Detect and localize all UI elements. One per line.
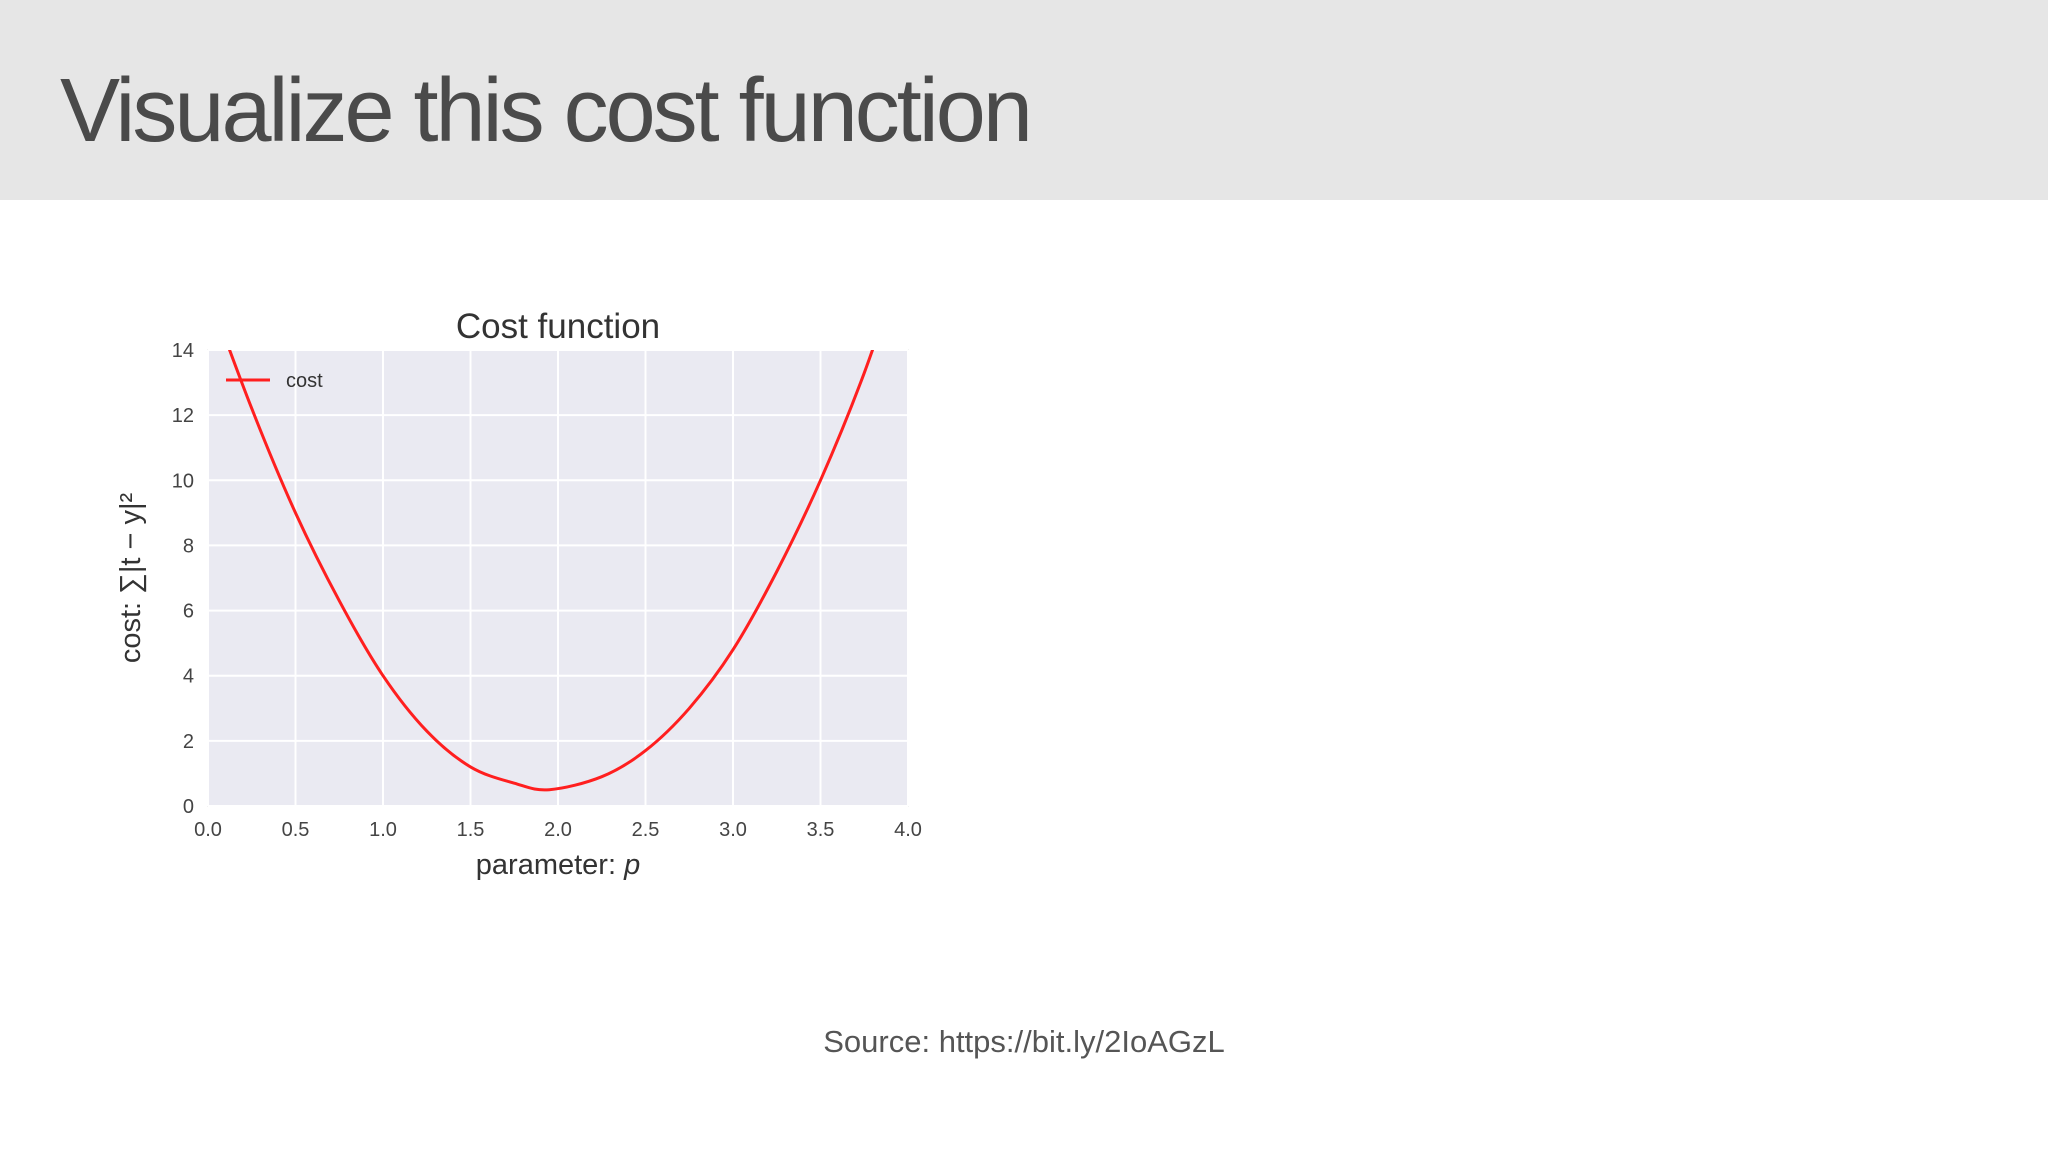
x-tick-label: 1.5 <box>457 819 485 841</box>
legend: cost <box>226 370 323 392</box>
x-tick-label: 1.0 <box>369 819 397 841</box>
y-tick-label: 8 <box>183 535 194 557</box>
y-tick-label: 6 <box>183 601 194 623</box>
legend-label: cost <box>286 370 323 392</box>
cost-series-line <box>227 350 875 792</box>
x-tick-label: 2.5 <box>632 819 660 841</box>
x-tick-label: 4.0 <box>894 819 922 841</box>
y-tick-label: 2 <box>183 731 194 753</box>
x-tick-label: 3.0 <box>719 819 747 841</box>
y-axis-label: cost: ∑|t − y|² <box>115 493 147 664</box>
title-bar: Visualize this cost function <box>0 0 2048 200</box>
x-tick-label: 0.5 <box>282 819 310 841</box>
y-tick-label: 0 <box>183 796 194 818</box>
chart-svg: 0.0 0.5 1.0 1.5 2.0 2.5 3.0 3.5 4.0 0 2 4 6 8 10 12 14 C… <box>115 307 922 881</box>
series-layer <box>227 350 875 792</box>
x-axis-label-text: parameter: <box>476 849 624 881</box>
source-prefix: Source: <box>823 1024 939 1059</box>
source-link[interactable]: https://bit.ly/2IoAGzL <box>938 1024 1225 1059</box>
x-axis-label-var: p <box>623 849 640 881</box>
x-tick-label: 3.5 <box>807 819 835 841</box>
source-note: Source: https://bit.ly/2IoAGzL <box>0 1024 2048 1060</box>
x-tick-label: 2.0 <box>544 819 572 841</box>
y-tick-label: 10 <box>172 470 194 492</box>
y-tick-label: 14 <box>172 340 194 362</box>
y-tick-label: 4 <box>183 666 194 688</box>
chart-title: Cost function <box>456 307 660 346</box>
y-tick-label: 12 <box>172 405 194 427</box>
cost-function-chart: 0.0 0.5 1.0 1.5 2.0 2.5 3.0 3.5 4.0 0 2 4 6 8 10 12 14 C… <box>100 290 960 900</box>
tick-labels: 0.0 0.5 1.0 1.5 2.0 2.5 3.0 3.5 4.0 0 2 4 6 8 10 12 14 <box>172 340 922 841</box>
x-tick-label: 0.0 <box>194 819 222 841</box>
x-axis-label: parameter: p <box>476 849 640 881</box>
slide-title: Visualize this cost function <box>60 61 1033 161</box>
